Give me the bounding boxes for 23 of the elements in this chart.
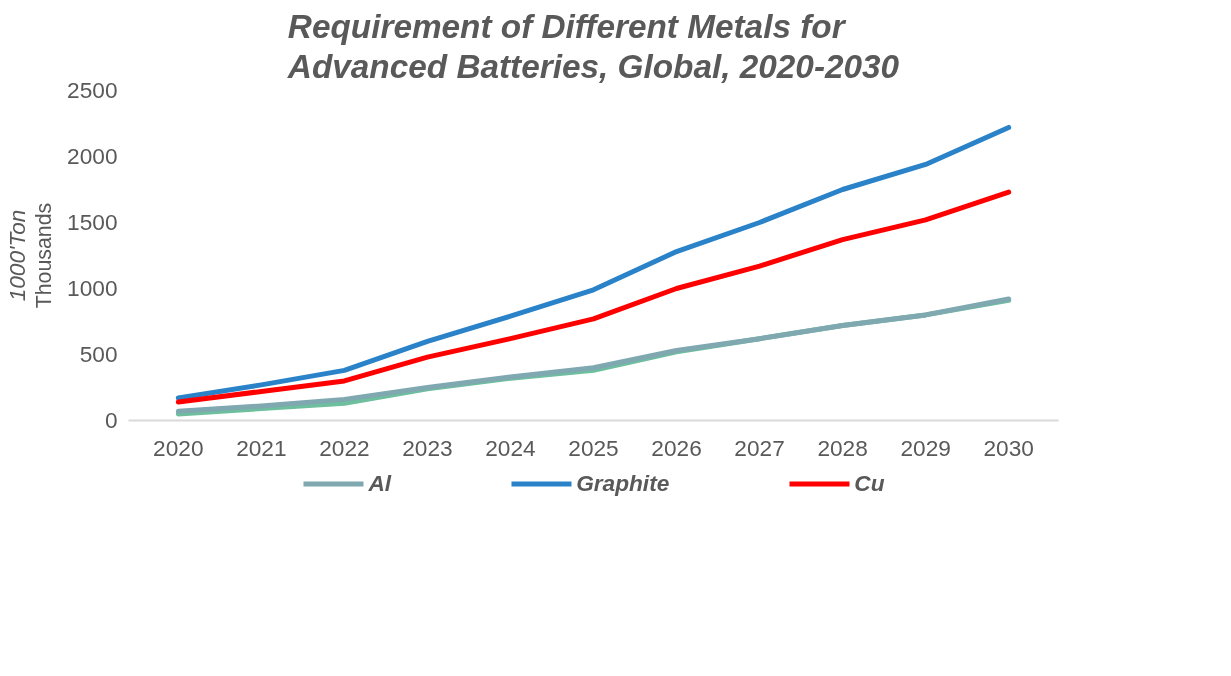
legend-label: Graphite bbox=[576, 469, 670, 497]
y-tick-label: 1500 bbox=[67, 209, 118, 235]
x-tick-label: 2025 bbox=[568, 434, 619, 461]
legend-label: Al bbox=[368, 469, 392, 497]
x-tick-label: 2030 bbox=[983, 434, 1034, 461]
x-tick-label: 2022 bbox=[319, 434, 370, 461]
legend-label: Cu bbox=[854, 469, 885, 497]
y-axis-title: 1000'Ton bbox=[3, 209, 30, 302]
x-tick-label: 2020 bbox=[153, 434, 204, 461]
x-tick-label: 2029 bbox=[900, 434, 951, 461]
y-tick-label: 2000 bbox=[67, 143, 118, 169]
y-tick-label: 500 bbox=[79, 341, 118, 367]
x-tick-label: 2027 bbox=[734, 434, 785, 461]
text: Thousands bbox=[32, 202, 57, 309]
chart-title: Requirement of Different Metals for Advanced Batteries, Global, 2020-2030 bbox=[286, 7, 900, 86]
y-tick-label: 2500 bbox=[67, 77, 118, 103]
x-tick-label: 2026 bbox=[651, 434, 702, 461]
x-tick-label: 2023 bbox=[402, 434, 453, 461]
x-tick-label: 2021 bbox=[236, 434, 287, 461]
y-tick-label: 1000 bbox=[67, 275, 118, 301]
x-tick-label: 2024 bbox=[485, 434, 536, 461]
x-tick-label: 2028 bbox=[817, 434, 868, 461]
y-tick-label: 0 bbox=[104, 407, 118, 433]
